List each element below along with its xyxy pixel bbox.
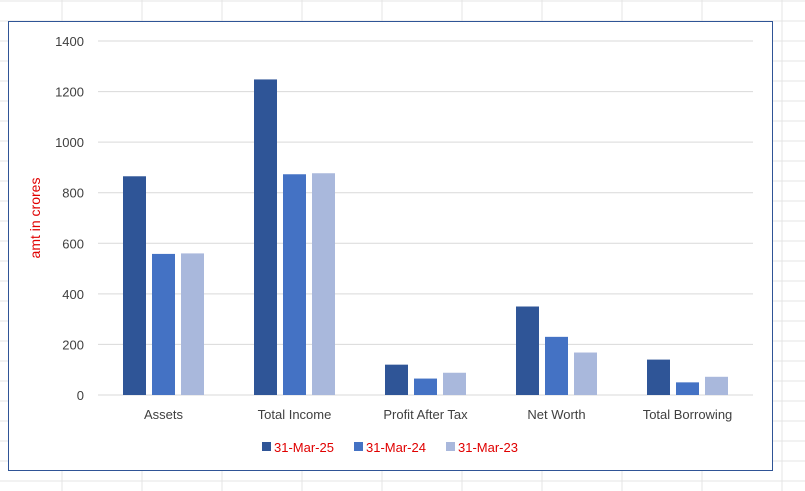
bar-31-Mar-25-total-income[interactable] bbox=[254, 79, 277, 395]
legend-label: 31-Mar-23 bbox=[458, 440, 518, 455]
x-tick-label: Assets bbox=[144, 407, 184, 422]
legend-label: 31-Mar-25 bbox=[274, 440, 334, 455]
bar-31-Mar-23-total-income[interactable] bbox=[312, 173, 335, 395]
bar-31-Mar-24-total-income[interactable] bbox=[283, 174, 306, 395]
y-tick-label: 1200 bbox=[55, 85, 84, 100]
bar-31-Mar-24-total-borrowing[interactable] bbox=[676, 382, 699, 395]
bar-31-Mar-25-profit-after-tax[interactable] bbox=[385, 364, 408, 395]
bar-31-Mar-24-net-worth[interactable] bbox=[545, 336, 568, 395]
bar-31-Mar-25-assets[interactable] bbox=[123, 176, 146, 395]
y-tick-label: 1400 bbox=[55, 34, 84, 49]
x-tick-label: Total Borrowing bbox=[643, 407, 733, 422]
x-tick-label: Total Income bbox=[258, 407, 332, 422]
x-tick-label: Profit After Tax bbox=[383, 407, 468, 422]
legend-swatch bbox=[446, 442, 455, 451]
legend-swatch bbox=[262, 442, 271, 451]
y-tick-label: 400 bbox=[62, 287, 84, 302]
bar-31-Mar-24-assets[interactable] bbox=[152, 253, 175, 395]
x-tick-label: Net Worth bbox=[527, 407, 585, 422]
y-tick-label: 0 bbox=[77, 388, 84, 403]
y-tick-label: 800 bbox=[62, 186, 84, 201]
bar-31-Mar-24-profit-after-tax[interactable] bbox=[414, 378, 437, 395]
bar-31-Mar-25-total-borrowing[interactable] bbox=[647, 359, 670, 395]
legend-label: 31-Mar-24 bbox=[366, 440, 426, 455]
bar-31-Mar-23-total-borrowing[interactable] bbox=[705, 376, 728, 395]
bar-31-Mar-23-assets[interactable] bbox=[181, 253, 204, 395]
bar-31-Mar-25-net-worth[interactable] bbox=[516, 306, 539, 396]
y-axis-title: amt in crores bbox=[27, 178, 43, 259]
y-tick-label: 600 bbox=[62, 236, 84, 251]
bar-31-Mar-23-profit-after-tax[interactable] bbox=[443, 372, 466, 395]
legend-swatch bbox=[354, 442, 363, 451]
y-tick-label: 1000 bbox=[55, 135, 84, 150]
y-tick-label: 200 bbox=[62, 337, 84, 352]
bar-31-Mar-23-net-worth[interactable] bbox=[574, 352, 597, 395]
